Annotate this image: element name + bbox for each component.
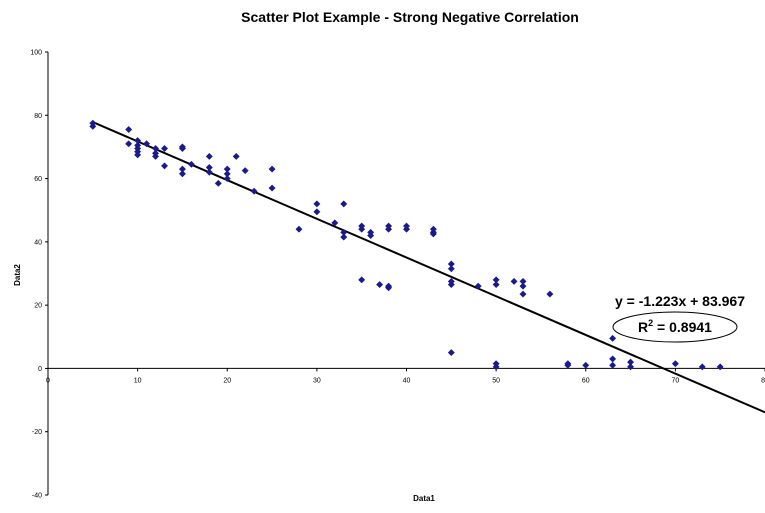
data-point (564, 361, 572, 369)
x-tick-label: 0 (46, 377, 50, 384)
data-point (609, 355, 617, 363)
y-tick-label: -20 (32, 429, 42, 436)
x-tick-label: 60 (582, 377, 590, 384)
x-tick-label: 80 (761, 377, 765, 384)
data-point (178, 170, 186, 178)
x-tick-label: 50 (492, 377, 500, 384)
trendline (92, 121, 765, 414)
data-point (187, 160, 195, 168)
data-point (214, 179, 222, 187)
y-tick-label: 0 (38, 366, 42, 373)
y-tick-label: 20 (34, 303, 42, 310)
r-squared-r: R (638, 319, 648, 335)
data-point (385, 225, 393, 233)
data-point (609, 361, 617, 369)
data-point (447, 281, 455, 289)
data-point (609, 334, 617, 342)
y-tick-label: 40 (34, 239, 42, 246)
x-tick-label: 10 (134, 377, 142, 384)
data-point (474, 282, 482, 290)
y-tick-label: 100 (30, 50, 42, 57)
data-point (429, 230, 437, 238)
data-point (205, 168, 213, 176)
y-tick-label: 80 (34, 113, 42, 120)
data-point (510, 277, 518, 285)
data-point (268, 184, 276, 192)
data-point (358, 276, 366, 284)
data-point (313, 208, 321, 216)
y-tick-label: -40 (32, 493, 42, 500)
data-point (358, 225, 366, 233)
data-point (331, 219, 339, 227)
r-squared-superscript: 2 (648, 318, 653, 328)
data-point (546, 290, 554, 298)
data-point (295, 225, 303, 233)
data-point (232, 152, 240, 160)
data-point (151, 152, 160, 160)
data-point (160, 162, 169, 170)
chart-title: Scatter Plot Example - Strong Negative C… (241, 9, 579, 25)
data-point (492, 281, 500, 289)
data-point (492, 363, 500, 371)
x-tick-label: 70 (671, 377, 679, 384)
data-point (125, 125, 133, 134)
data-point (313, 200, 321, 208)
data-point (340, 200, 348, 208)
data-point (160, 144, 169, 153)
data-point (447, 265, 455, 273)
data-point (447, 349, 455, 357)
data-point (519, 282, 527, 290)
data-point (367, 231, 375, 240)
data-point (250, 187, 258, 195)
data-point (340, 233, 348, 241)
data-point (241, 167, 249, 175)
data-point (134, 151, 142, 159)
plot-area: -40 -20 0 20 40 60 80 100 0 10 20 30 40 50 60 70 80 (30, 50, 765, 500)
x-tick-label: 20 (223, 377, 231, 384)
data-point (178, 144, 186, 153)
data-point (205, 152, 213, 160)
x-axis-label: Data1 (413, 494, 435, 503)
x-tick-label: 40 (403, 377, 411, 384)
data-point (671, 360, 679, 368)
data-point (582, 361, 590, 369)
trendline-equation: y = -1.223x + 83.967 (615, 293, 745, 309)
data-point (143, 140, 151, 148)
r-squared-value: = 0.8941 (653, 319, 712, 335)
data-point (716, 363, 724, 371)
y-tick-label: 60 (34, 176, 42, 183)
data-point (519, 290, 527, 298)
data-point (268, 165, 276, 173)
y-axis-label: Data2 (13, 264, 22, 286)
data-point (125, 140, 133, 148)
data-point (385, 284, 393, 292)
data-point (627, 363, 635, 371)
r-squared-ellipse (612, 311, 738, 343)
data-point (376, 281, 384, 289)
trendline-equation-annotation: y = -1.223x + 83.967 R2 = 0.8941 (612, 293, 745, 343)
r-squared-label: R2 = 0.8941 (638, 318, 712, 335)
data-point (223, 175, 231, 183)
data-point (402, 225, 411, 233)
data-point (698, 363, 706, 371)
data-point (89, 122, 97, 130)
x-tick-label: 30 (313, 377, 321, 384)
